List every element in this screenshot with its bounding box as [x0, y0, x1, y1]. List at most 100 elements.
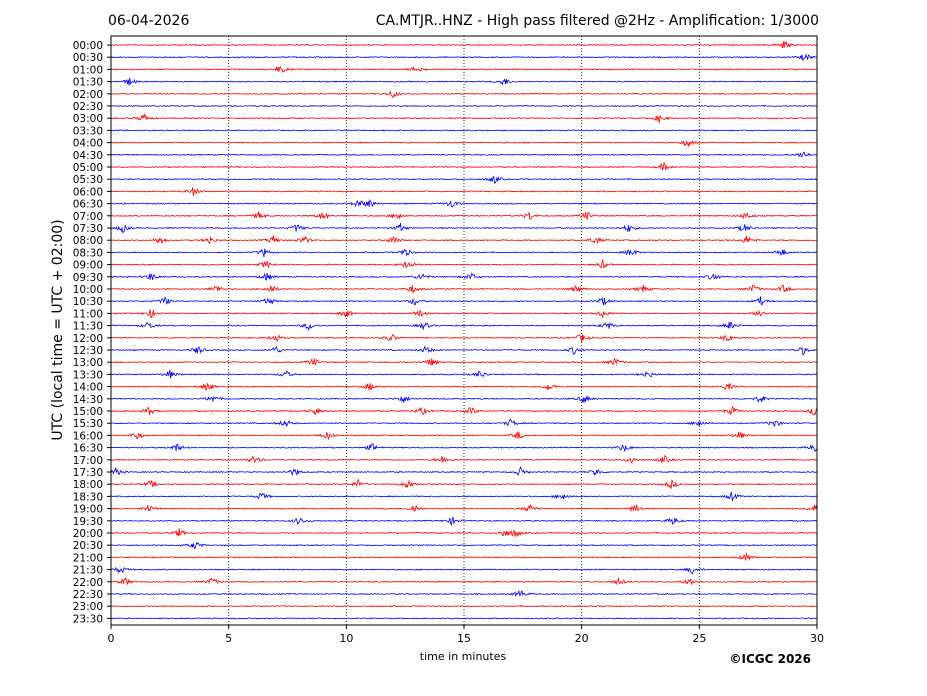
y-tick-label: 06:00: [73, 186, 103, 198]
y-tick-label: 10:30: [73, 296, 103, 308]
seismic-trace: [110, 284, 818, 294]
seismic-trace: [110, 418, 818, 428]
seismic-trace: [110, 491, 818, 502]
y-tick-label: 19:00: [73, 504, 103, 516]
y-tick-label: 03:30: [73, 125, 103, 137]
y-tick-label: 22:30: [73, 589, 103, 601]
y-tick-label: 21:00: [73, 552, 103, 564]
y-tick-label: 04:00: [73, 138, 103, 150]
y-tick-label: 12:00: [73, 333, 103, 345]
y-tick-label: 02:00: [73, 89, 103, 101]
seismic-trace: [110, 90, 818, 99]
seismic-trace: [110, 590, 818, 598]
seismic-trace: [110, 175, 818, 184]
y-tick-label: 03:00: [73, 113, 103, 125]
y-tick-label: 11:00: [73, 308, 103, 320]
y-tick-label: 02:30: [73, 101, 103, 113]
y-tick-label: 04:30: [73, 150, 103, 162]
seismic-trace: [110, 187, 818, 196]
seismic-trace: [110, 333, 818, 343]
seismic-trace: [110, 161, 818, 171]
y-tick-label: 15:30: [73, 418, 103, 430]
seismic-trace: [110, 605, 818, 608]
y-tick-label: 12:30: [73, 345, 103, 357]
seismic-trace: [110, 296, 818, 306]
y-axis-label: UTC (local time = UTC + 02:00): [50, 219, 66, 440]
seismic-trace: [110, 113, 818, 124]
y-tick-label: 07:30: [73, 223, 103, 235]
seismic-trace: [110, 235, 818, 245]
seismic-trace: [110, 40, 818, 49]
copyright-label: ©ICGC 2026: [729, 652, 811, 666]
seismic-trace: [110, 552, 818, 561]
seismic-trace: [110, 431, 818, 441]
seismic-trace: [110, 405, 818, 416]
y-tick-label: 16:30: [73, 443, 103, 455]
seismic-trace: [110, 477, 818, 489]
y-tick-label: 18:00: [73, 479, 103, 491]
y-tick-label: 01:00: [73, 64, 103, 76]
y-tick-label: 00:30: [73, 52, 103, 64]
y-tick-label: 01:30: [73, 77, 103, 89]
y-tick-label: 08:30: [73, 247, 103, 259]
seismic-trace: [110, 211, 818, 221]
y-tick-label: 23:00: [73, 601, 103, 613]
y-tick-label: 22:00: [73, 577, 103, 589]
y-tick-label: 18:30: [73, 491, 103, 503]
seismic-trace: [110, 139, 818, 148]
seismic-trace: [110, 345, 818, 356]
vertical-grid: [228, 36, 700, 625]
seismic-trace: [110, 151, 818, 158]
seismic-trace: [110, 357, 818, 366]
y-tick-label: 20:00: [73, 528, 103, 540]
seismic-trace: [110, 382, 818, 391]
seismic-trace: [110, 528, 818, 537]
y-tick-label: 14:00: [73, 382, 103, 394]
x-tick-label: 10: [339, 632, 353, 645]
seismic-trace: [110, 503, 818, 513]
y-tick-label: 13:30: [73, 369, 103, 381]
seismic-trace: [110, 321, 818, 332]
x-tick-label: 5: [225, 632, 232, 645]
seismic-trace: [110, 576, 818, 586]
seismic-trace: [110, 395, 818, 403]
seismic-trace: [110, 65, 818, 73]
y-tick-label: 19:30: [73, 516, 103, 528]
seismic-trace: [110, 617, 818, 620]
y-tick-label: 17:30: [73, 467, 103, 479]
y-tick-label: 20:30: [73, 540, 103, 552]
seismic-trace: [110, 516, 818, 526]
seismic-trace: [110, 248, 818, 258]
y-tick-label: 00:00: [73, 40, 103, 52]
x-tick-label: 30: [810, 632, 824, 645]
y-tick-label: 08:00: [73, 235, 103, 247]
seismic-trace: [110, 566, 818, 575]
seismic-trace: [110, 443, 818, 452]
y-tick-label: 11:30: [73, 321, 103, 333]
seismic-trace: [110, 309, 818, 319]
y-tick-label: 16:00: [73, 430, 103, 442]
seismic-trace: [110, 129, 818, 132]
x-tick-label: 0: [108, 632, 115, 645]
x-axis-label: time in minutes: [420, 650, 507, 663]
seismic-trace: [110, 104, 818, 108]
seismic-trace: [110, 465, 817, 477]
seismic-trace: [110, 198, 818, 208]
y-tick-label: 15:00: [73, 406, 103, 418]
trace-rows: [110, 40, 818, 620]
x-tick-label: 15: [457, 632, 471, 645]
seismic-trace: [110, 53, 818, 62]
seismic-trace: [110, 223, 818, 234]
y-tick-labels: 00:0000:3001:0001:3002:0002:3003:0003:30…: [73, 40, 111, 625]
y-tick-label: 23:30: [73, 613, 103, 625]
seismic-trace: [110, 77, 818, 86]
seismic-trace: [110, 272, 818, 281]
y-tick-label: 05:00: [73, 162, 103, 174]
seismic-trace: [110, 369, 818, 379]
y-tick-label: 13:00: [73, 357, 103, 369]
seismic-trace: [111, 259, 818, 269]
y-tick-label: 17:00: [73, 455, 103, 467]
y-tick-label: 05:30: [73, 174, 103, 186]
date-label: 06-04-2026: [108, 13, 189, 29]
